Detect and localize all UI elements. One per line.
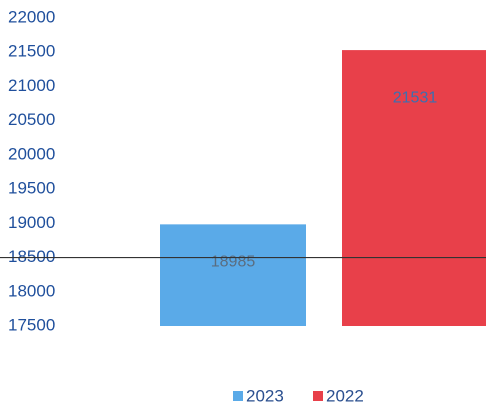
y-tick-label: 21500 bbox=[8, 42, 55, 61]
legend-label: 2023 bbox=[246, 386, 284, 405]
y-tick-label: 17500 bbox=[8, 315, 55, 334]
y-tick-label: 22000 bbox=[8, 7, 55, 26]
legend-swatch bbox=[313, 391, 323, 401]
bar bbox=[342, 50, 486, 327]
data-label: 18985 bbox=[211, 254, 256, 271]
y-tick-label: 19000 bbox=[8, 213, 55, 232]
data-label: 21531 bbox=[393, 89, 438, 106]
y-tick-label: 20000 bbox=[8, 144, 55, 163]
y-tick-label: 18500 bbox=[8, 247, 55, 266]
y-tick-label: 20500 bbox=[8, 110, 55, 129]
legend-swatch bbox=[233, 391, 243, 401]
y-tick-label: 18000 bbox=[8, 281, 55, 300]
y-tick-label: 19500 bbox=[8, 179, 55, 198]
legend-label: 2022 bbox=[326, 386, 364, 405]
bar bbox=[160, 224, 306, 326]
y-tick-label: 21000 bbox=[8, 76, 55, 95]
